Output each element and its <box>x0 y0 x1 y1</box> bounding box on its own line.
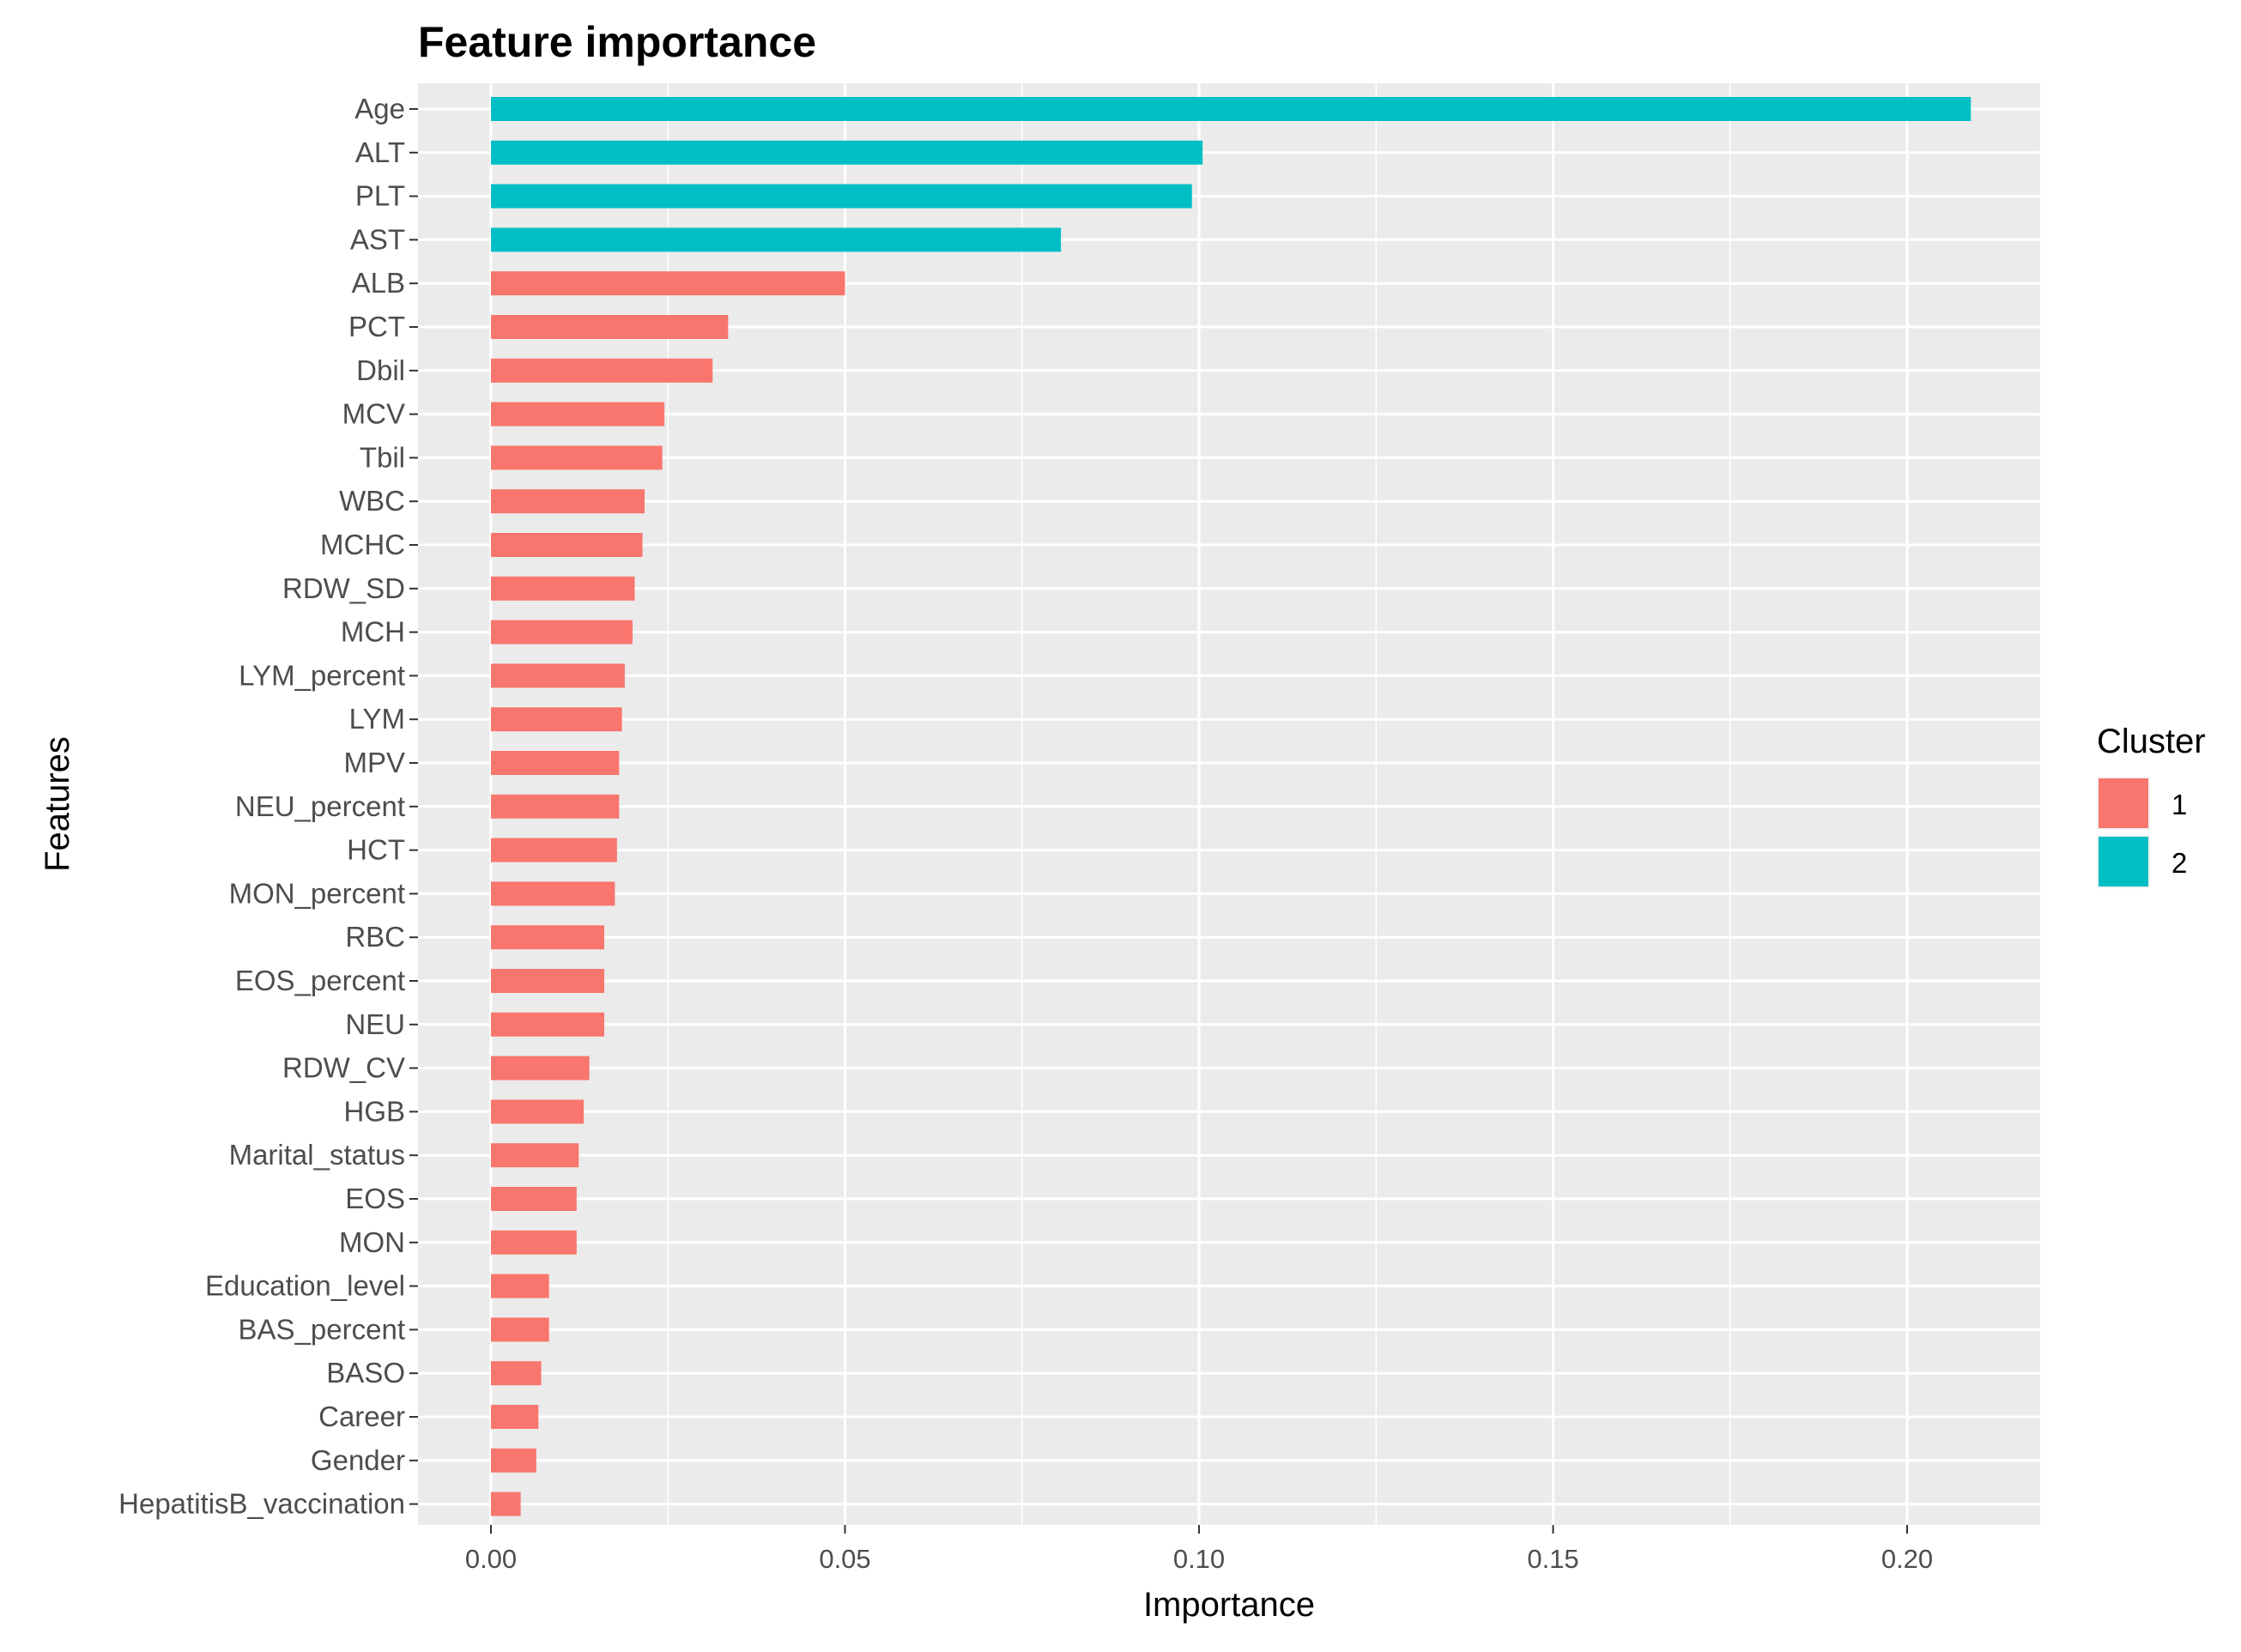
y-tick-label: MPV <box>343 747 405 778</box>
y-tick-label: RBC <box>345 921 405 953</box>
bar-hepatitisb-vaccination <box>491 1492 521 1516</box>
bar-neu <box>491 1012 604 1037</box>
y-tick-label: LYM <box>349 703 405 735</box>
y-tick-label: NEU_percent <box>235 790 405 822</box>
bar-bas-percent <box>491 1317 549 1342</box>
y-tick-label: PLT <box>355 180 405 212</box>
bar-baso <box>491 1361 542 1386</box>
x-tick-label: 0.00 <box>465 1544 517 1574</box>
bar-age <box>491 97 1971 121</box>
legend-swatch-2 <box>2099 837 2148 887</box>
x-tick-label: 0.15 <box>1527 1544 1578 1574</box>
legend: Cluster 1 2 <box>2097 723 2206 888</box>
y-tick-label: BASO <box>326 1357 405 1389</box>
bar-alb <box>491 271 845 296</box>
bar-neu-percent <box>491 794 620 819</box>
legend-label-2: 2 <box>2171 847 2187 879</box>
bar-career <box>491 1405 539 1429</box>
y-tick-label: ALB <box>352 267 405 299</box>
y-tick-label: MCV <box>342 398 405 430</box>
y-tick-label: ALT <box>355 136 405 168</box>
bar-rbc <box>491 925 604 950</box>
y-tick-label: Tbil <box>360 441 405 473</box>
y-tick-label: Education_level <box>205 1270 405 1302</box>
y-tick-label: HGB <box>343 1095 405 1127</box>
y-tick-label: Marital_status <box>229 1139 405 1171</box>
y-tick-label: NEU <box>345 1008 405 1040</box>
y-tick-label: HCT <box>347 834 405 866</box>
plot-panel <box>418 83 2040 1525</box>
y-tick-label: WBC <box>339 485 405 517</box>
y-tick-label: Gender <box>311 1444 405 1476</box>
bar-eos <box>491 1187 577 1211</box>
x-tick-label: 0.05 <box>819 1544 870 1574</box>
x-axis: 0.00 0.05 0.10 0.15 0.20 <box>465 1525 1933 1574</box>
y-tick-label: EOS <box>345 1183 405 1214</box>
y-axis-title: Features <box>39 736 76 872</box>
bar-mon-percent <box>491 881 615 906</box>
bar-rdw-cv <box>491 1056 590 1080</box>
y-tick-label: RDW_CV <box>282 1052 405 1084</box>
y-tick-label: MON_percent <box>229 877 405 909</box>
bar-plt <box>491 184 1192 209</box>
bar-mon <box>491 1230 577 1255</box>
y-tick-label: RDW_SD <box>282 572 405 604</box>
y-tick-label: BAS_percent <box>239 1313 405 1345</box>
bar-hct <box>491 838 617 862</box>
y-axis: Age ALT PLT AST ALB PCT Dbil MCV Tbil WBC MCHC RDW_… <box>118 93 418 1520</box>
x-axis-title: Importance <box>1143 1586 1315 1624</box>
y-tick-label: Dbil <box>356 354 405 386</box>
bar-mchc <box>491 533 643 557</box>
y-tick-label: LYM_percent <box>239 659 405 691</box>
y-tick-label: PCT <box>348 311 405 342</box>
bar-mpv <box>491 751 620 775</box>
y-tick-label: MCHC <box>320 529 405 560</box>
bar-eos-percent <box>491 969 604 993</box>
bar-tbil <box>491 445 663 470</box>
legend-title: Cluster <box>2097 723 2206 760</box>
y-tick-label: Career <box>318 1401 405 1432</box>
bar-ast <box>491 227 1062 252</box>
bar-lym-percent <box>491 663 625 688</box>
y-tick-label: EOS_percent <box>235 965 405 996</box>
bar-dbil <box>491 358 713 383</box>
y-tick-label: Age <box>354 93 405 124</box>
x-tick-label: 0.10 <box>1173 1544 1225 1574</box>
bar-marital-status <box>491 1143 579 1168</box>
bar-lym <box>491 707 622 732</box>
bar-mcv <box>491 402 665 427</box>
y-tick-label: HepatitisB_vaccination <box>118 1488 405 1520</box>
bars <box>491 97 1971 1516</box>
y-tick-label: AST <box>350 223 405 255</box>
legend-swatch-1 <box>2099 778 2148 828</box>
legend-label-1: 1 <box>2171 789 2187 820</box>
bar-hgb <box>491 1099 584 1124</box>
bar-rdw-sd <box>491 576 635 601</box>
bar-pct <box>491 315 729 339</box>
bar-gender <box>491 1448 536 1473</box>
chart-title: Feature importance <box>418 18 816 66</box>
bar-alt <box>491 140 1203 165</box>
y-tick-label: MCH <box>341 616 405 648</box>
bar-mch <box>491 620 633 644</box>
bar-wbc <box>491 489 645 514</box>
bar-education-level <box>491 1274 549 1298</box>
x-tick-label: 0.20 <box>1881 1544 1933 1574</box>
y-tick-label: MON <box>339 1226 405 1258</box>
